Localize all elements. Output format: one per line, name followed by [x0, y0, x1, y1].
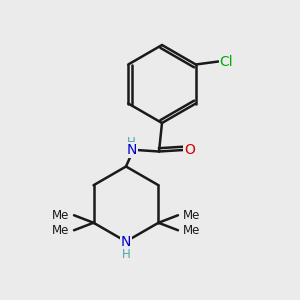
Text: Me: Me	[52, 224, 70, 237]
Text: O: O	[184, 143, 195, 157]
Text: H: H	[127, 136, 136, 149]
Text: Me: Me	[182, 209, 200, 222]
Text: N: N	[127, 143, 137, 157]
Text: Cl: Cl	[220, 55, 233, 68]
Text: Me: Me	[182, 224, 200, 237]
Text: N: N	[121, 235, 131, 248]
Text: H: H	[122, 248, 130, 261]
Text: Me: Me	[52, 209, 70, 222]
